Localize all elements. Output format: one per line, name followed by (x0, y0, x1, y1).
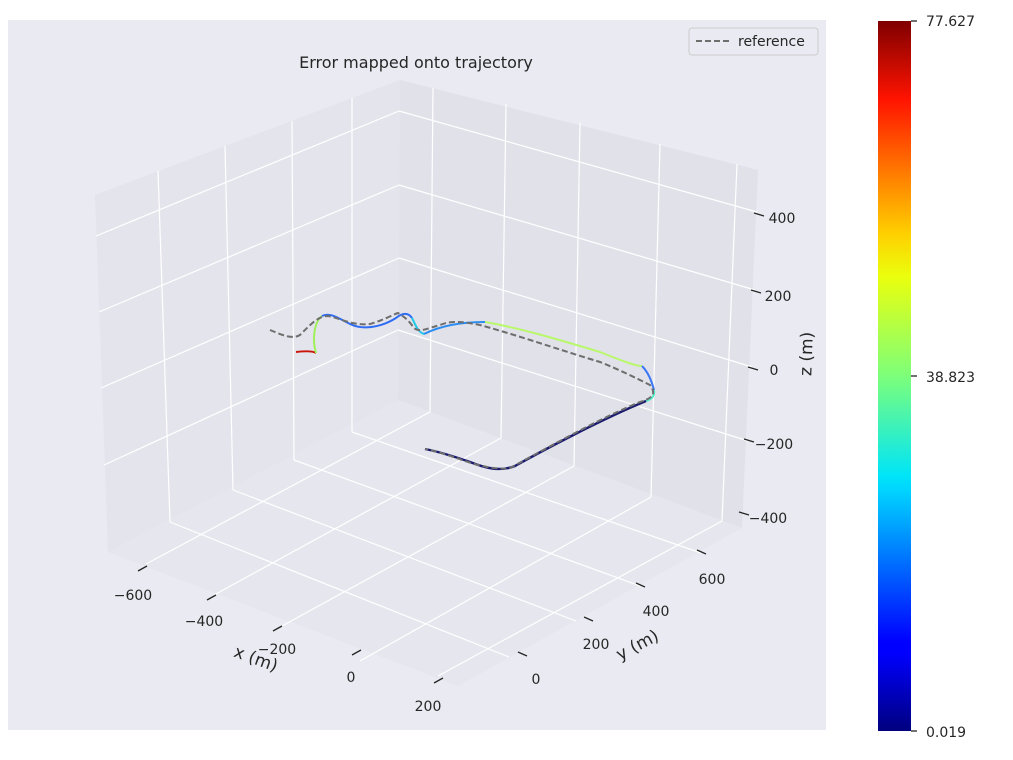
trajectory-segment-low-error (321, 312, 413, 329)
trajectory-segment-green (484, 321, 643, 367)
colorbar-tick-mid: 38.823 (926, 370, 975, 386)
colorbar-gradient (878, 21, 911, 731)
z-tick-0: 400 (769, 211, 796, 227)
trajectory-segment-blue (423, 321, 486, 335)
trajectory-segment-blue-2 (641, 365, 655, 391)
x-tick-4: 200 (415, 699, 442, 715)
legend-label-reference: reference (738, 34, 805, 50)
floor-pane (108, 400, 742, 686)
z-tick-2: 0 (770, 363, 779, 379)
y-tick-3: 600 (699, 572, 726, 588)
chart-title: Error mapped onto trajectory (299, 53, 533, 72)
y-tick-1: 200 (583, 637, 610, 653)
legend: reference (688, 27, 819, 56)
z-tick-3: −200 (755, 437, 793, 453)
tick-marks (137, 212, 765, 684)
colorbar-tick-max: 77.627 (926, 14, 975, 30)
z-axis-label: z (m) (796, 331, 818, 376)
trajectory-segment-low-mid-error (411, 317, 425, 335)
reference-line (269, 311, 655, 470)
z-tick-4: −400 (749, 511, 787, 527)
x-tick-1: −400 (185, 614, 223, 630)
colorbar-tick-min: 0.019 (926, 725, 966, 741)
grid (95, 87, 758, 677)
z-tick-1: 200 (765, 289, 792, 305)
tick-labels: −600 −400 −200 0 200 0 200 400 600 400 2… (114, 211, 796, 715)
x-tick-3: 0 (347, 670, 356, 686)
colorbar: 77.627 38.823 0.019 (878, 14, 975, 741)
x-tick-2: −200 (258, 642, 296, 658)
x-tick-0: −600 (114, 588, 152, 604)
y-tick-0: 0 (532, 672, 541, 688)
trajectory (269, 311, 656, 471)
y-tick-2: 400 (643, 604, 670, 620)
